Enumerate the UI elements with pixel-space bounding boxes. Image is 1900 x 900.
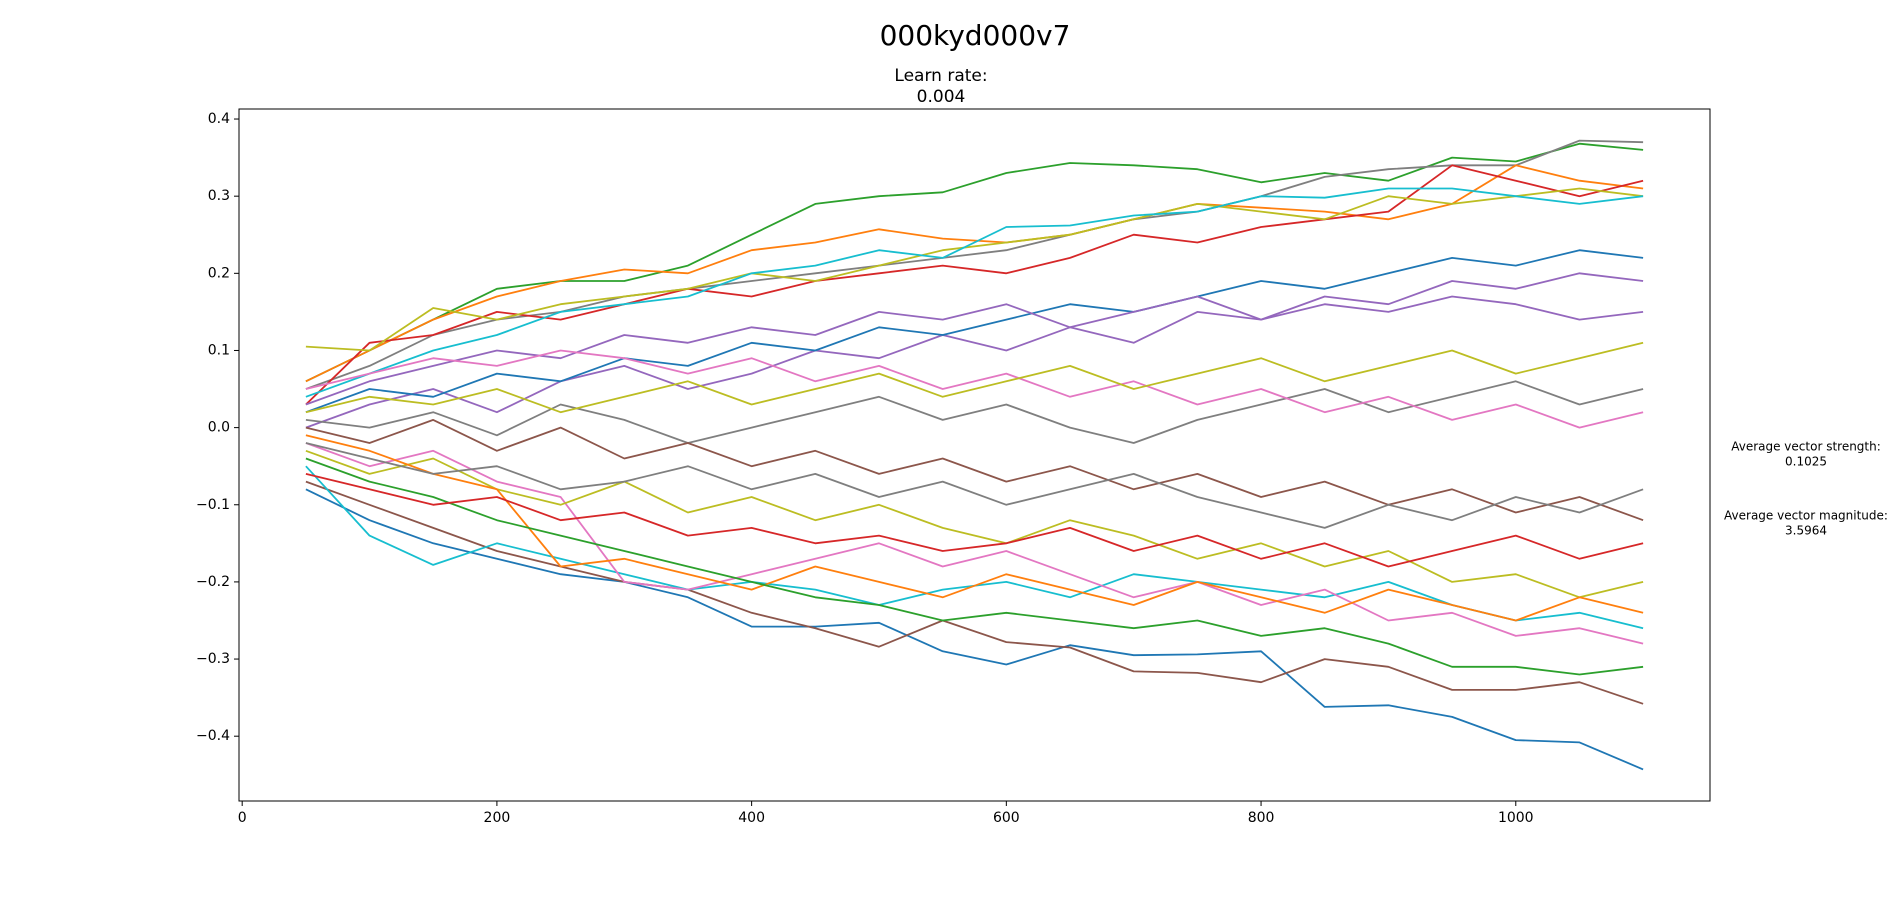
y-tick-label: −0.3 bbox=[196, 651, 230, 667]
annotation-value: 3.5964 bbox=[1785, 524, 1827, 538]
data-line bbox=[305, 442, 1644, 529]
data-line bbox=[305, 419, 1644, 522]
y-tick-label: 0.4 bbox=[208, 111, 230, 127]
y-tick-label: −0.1 bbox=[196, 497, 230, 513]
data-line bbox=[305, 249, 1644, 414]
y-tick-label: −0.2 bbox=[196, 574, 230, 590]
x-tick-label: 0 bbox=[238, 810, 247, 826]
plot-area bbox=[305, 139, 1644, 771]
data-line bbox=[305, 488, 1644, 771]
data-line bbox=[305, 295, 1644, 406]
data-line bbox=[305, 434, 1644, 622]
y-tick-label: −0.4 bbox=[196, 728, 230, 744]
data-line bbox=[305, 187, 1644, 398]
data-line bbox=[305, 480, 1644, 705]
subtitle-line: 0.004 bbox=[917, 87, 966, 107]
chart-title: 000kyd000v7 bbox=[880, 19, 1071, 52]
subtitle-line: Learn rate: bbox=[894, 66, 987, 86]
x-tick-label: 800 bbox=[1248, 810, 1275, 826]
y-tick-label: 0.2 bbox=[208, 265, 230, 281]
data-line bbox=[305, 272, 1644, 429]
data-line bbox=[305, 349, 1644, 429]
y-tick-label: 0.1 bbox=[208, 342, 230, 358]
axes-frame bbox=[238, 108, 1711, 802]
annotation-label: Average vector magnitude: bbox=[1724, 509, 1888, 523]
annotation-label: Average vector strength: bbox=[1731, 440, 1881, 454]
data-line bbox=[305, 187, 1644, 352]
annotation-value: 0.1025 bbox=[1785, 455, 1827, 469]
data-line bbox=[305, 473, 1644, 568]
y-tick-label: 0.3 bbox=[208, 188, 230, 204]
y-tick-label: 0.0 bbox=[208, 420, 230, 436]
data-line bbox=[305, 341, 1644, 414]
x-tick-label: 400 bbox=[738, 810, 765, 826]
x-tick-label: 1000 bbox=[1498, 810, 1534, 826]
x-tick-label: 600 bbox=[993, 810, 1020, 826]
data-line bbox=[305, 457, 1644, 676]
data-line bbox=[305, 442, 1644, 645]
data-line bbox=[305, 142, 1644, 383]
x-tick-label: 200 bbox=[484, 810, 511, 826]
data-line bbox=[305, 449, 1644, 599]
data-line bbox=[305, 164, 1644, 383]
data-line bbox=[305, 380, 1644, 444]
